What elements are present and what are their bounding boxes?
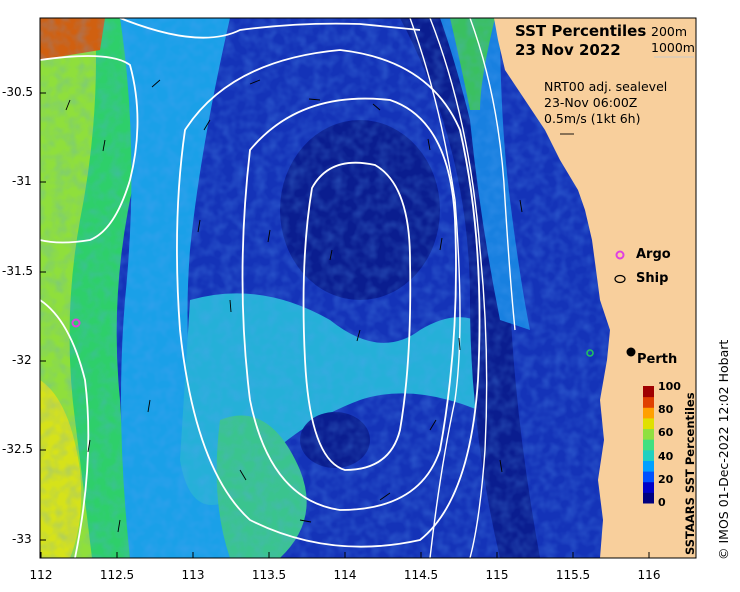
vector-scale: 0.5m/s (1kt 6h)	[544, 111, 641, 126]
colorbar-tick: 80	[658, 403, 674, 416]
perth-label: Perth	[637, 352, 678, 367]
colorbar-swatch	[643, 471, 654, 483]
axis-ticks	[40, 92, 650, 558]
lon-tick: 113	[181, 568, 205, 582]
colorbar-swatch	[643, 428, 654, 440]
lon-tick: 112.5	[99, 568, 135, 582]
sst-field	[40, 18, 696, 558]
colorbar-swatch	[643, 396, 654, 408]
colorbar-tick: 0	[658, 496, 666, 509]
lat-tick: -32.5	[2, 442, 34, 456]
ship-legend-label: Ship	[636, 271, 669, 286]
argo-float-marker	[71, 318, 81, 328]
colorbar-swatch	[643, 481, 654, 493]
map-date: 23 Nov 2022	[515, 41, 621, 59]
lon-tick: 116	[637, 568, 661, 582]
sea-level-contours	[39, 17, 481, 559]
colorbar-label: SSTAARS SST Percentiles	[683, 392, 697, 555]
lat-tick: -31.5	[2, 264, 34, 278]
colorbar-tick: 100	[658, 380, 681, 393]
lat-tick: -32	[12, 353, 32, 367]
colorbar-swatch	[643, 449, 654, 461]
lat-tick: -31	[12, 174, 32, 188]
copyright-credit: © IMOS 01-Dec-2022 12:02 Hobart	[716, 339, 731, 560]
colorbar-swatch	[643, 460, 654, 472]
colorbar-tick: 40	[658, 450, 674, 463]
ship-marker	[586, 349, 594, 357]
contour-key-1000m: 1000m	[651, 40, 695, 55]
plot-frame	[39, 17, 697, 559]
map-title: SST Percentiles	[515, 22, 647, 40]
argo-legend-label: Argo	[636, 247, 671, 262]
lon-tick: 114	[333, 568, 357, 582]
sealevel-product: NRT00 adj. sealevel	[544, 79, 668, 94]
bathymetry-contours	[409, 17, 516, 559]
argo-legend-icon	[615, 250, 625, 260]
colorbar-tick: 20	[658, 473, 674, 486]
colorbar-swatch	[643, 439, 654, 451]
lat-tick: -30.5	[2, 85, 34, 99]
lon-tick: 115.5	[555, 568, 591, 582]
perth-marker	[626, 347, 636, 357]
sealevel-time: 23-Nov 06:00Z	[544, 95, 638, 110]
lon-tick: 115	[485, 568, 509, 582]
colorbar-swatch	[643, 492, 654, 504]
colorbar-swatch	[643, 386, 654, 398]
contour-key-200m: 200m	[651, 24, 688, 39]
colorbar-tick: 60	[658, 426, 674, 439]
colorbar	[643, 386, 654, 504]
lon-tick: 114.5	[403, 568, 439, 582]
lon-tick: 113.5	[251, 568, 287, 582]
colorbar-swatch	[643, 417, 654, 430]
lat-tick: -33	[12, 532, 32, 546]
ship-legend-icon	[614, 274, 626, 284]
colorbar-swatch	[643, 407, 654, 419]
lon-tick: 112	[29, 568, 53, 582]
current-vectors	[65, 79, 574, 533]
